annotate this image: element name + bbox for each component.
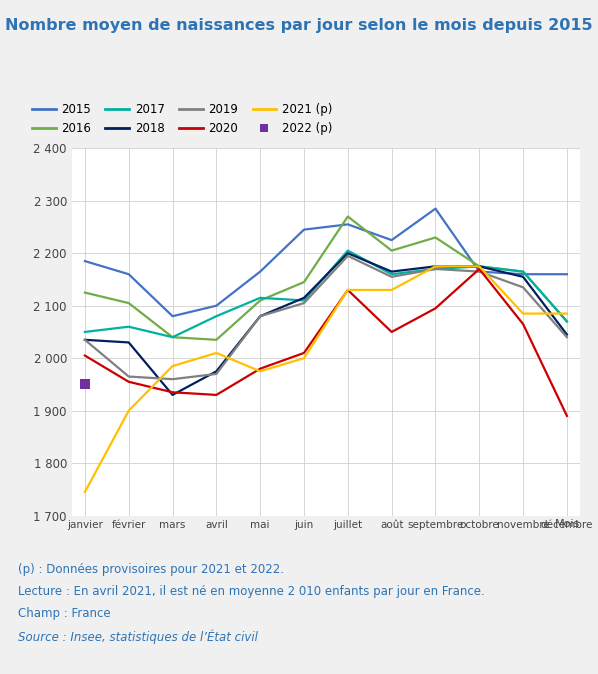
Text: Champ : France: Champ : France — [18, 607, 111, 620]
Text: Nombre moyen de naissances par jour selon le mois depuis 2015: Nombre moyen de naissances par jour selo… — [5, 18, 593, 33]
Legend: 2015, 2016, 2017, 2018, 2019, 2020, 2021 (p), 2022 (p): 2015, 2016, 2017, 2018, 2019, 2020, 2021… — [32, 103, 332, 135]
Text: Mois: Mois — [555, 519, 580, 529]
Text: Lecture : En avril 2021, il est né en moyenne 2 010 enfants par jour en France.: Lecture : En avril 2021, il est né en mo… — [18, 585, 485, 598]
Text: Source : Insee, statistiques de l’État civil: Source : Insee, statistiques de l’État c… — [18, 630, 258, 644]
Text: (p) : Données provisoires pour 2021 et 2022.: (p) : Données provisoires pour 2021 et 2… — [18, 563, 284, 576]
